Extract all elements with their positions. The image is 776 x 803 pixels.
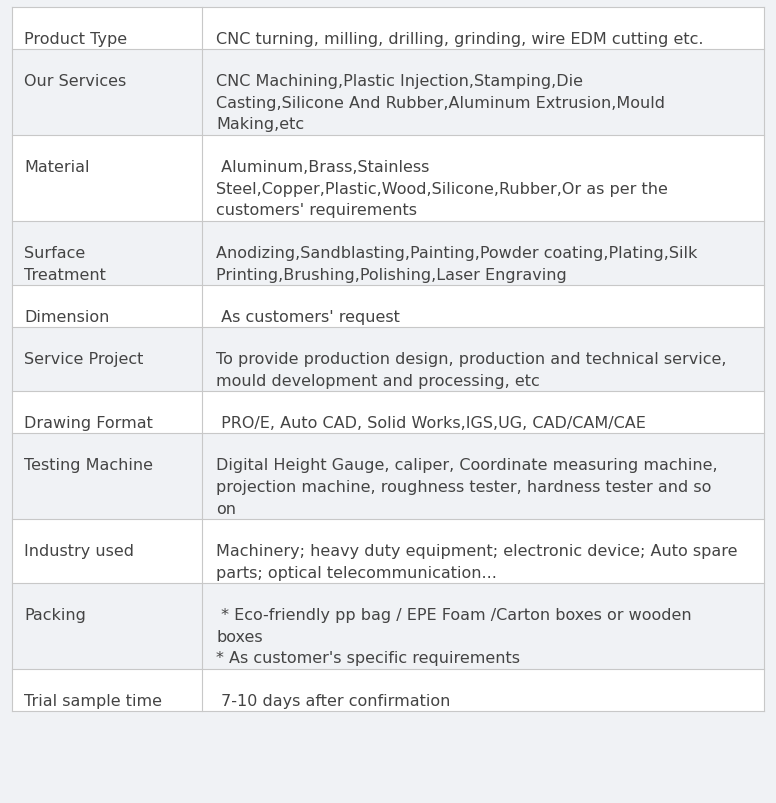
Text: * Eco-friendly pp bag / EPE Foam /Carton boxes or wooden
boxes
* As customer's s: * Eco-friendly pp bag / EPE Foam /Carton… bbox=[216, 608, 691, 666]
Text: PRO/E, Auto CAD, Solid Works,IGS,UG, CAD/CAM/CAE: PRO/E, Auto CAD, Solid Works,IGS,UG, CAD… bbox=[216, 416, 646, 430]
Text: Material: Material bbox=[24, 160, 89, 175]
Bar bbox=[12, 669, 764, 711]
Text: Industry used: Industry used bbox=[24, 544, 134, 559]
Bar bbox=[12, 583, 764, 669]
Bar bbox=[12, 520, 764, 583]
Text: To provide production design, production and technical service,
mould developmen: To provide production design, production… bbox=[216, 352, 726, 389]
Text: Drawing Format: Drawing Format bbox=[24, 416, 153, 430]
Text: Product Type: Product Type bbox=[24, 32, 127, 47]
Text: Aluminum,Brass,Stainless
Steel,Copper,Plastic,Wood,Silicone,Rubber,Or as per the: Aluminum,Brass,Stainless Steel,Copper,Pl… bbox=[216, 160, 668, 218]
Bar bbox=[12, 328, 764, 392]
Bar bbox=[12, 286, 764, 328]
Text: Trial sample time: Trial sample time bbox=[24, 694, 162, 708]
Bar bbox=[12, 434, 764, 520]
Text: As customers' request: As customers' request bbox=[216, 310, 400, 325]
Bar bbox=[12, 50, 764, 136]
Text: 7-10 days after confirmation: 7-10 days after confirmation bbox=[216, 694, 450, 708]
Text: CNC Machining,Plastic Injection,Stamping,Die
Casting,Silicone And Rubber,Aluminu: CNC Machining,Plastic Injection,Stamping… bbox=[216, 74, 665, 132]
Text: Our Services: Our Services bbox=[24, 74, 126, 89]
Bar bbox=[12, 392, 764, 434]
Text: Testing Machine: Testing Machine bbox=[24, 458, 153, 473]
Text: Digital Height Gauge, caliper, Coordinate measuring machine,
projection machine,: Digital Height Gauge, caliper, Coordinat… bbox=[216, 458, 718, 516]
Bar bbox=[12, 8, 764, 50]
Text: Anodizing,Sandblasting,Painting,Powder coating,Plating,Silk
Printing,Brushing,Po: Anodizing,Sandblasting,Painting,Powder c… bbox=[216, 246, 698, 283]
Text: Dimension: Dimension bbox=[24, 310, 109, 325]
Bar bbox=[12, 222, 764, 286]
Bar bbox=[12, 136, 764, 222]
Text: Surface
Treatment: Surface Treatment bbox=[24, 246, 106, 283]
Text: Packing: Packing bbox=[24, 608, 86, 622]
Text: Service Project: Service Project bbox=[24, 352, 144, 367]
Text: Machinery; heavy duty equipment; electronic device; Auto spare
parts; optical te: Machinery; heavy duty equipment; electro… bbox=[216, 544, 737, 581]
Text: CNC turning, milling, drilling, grinding, wire EDM cutting etc.: CNC turning, milling, drilling, grinding… bbox=[216, 32, 704, 47]
